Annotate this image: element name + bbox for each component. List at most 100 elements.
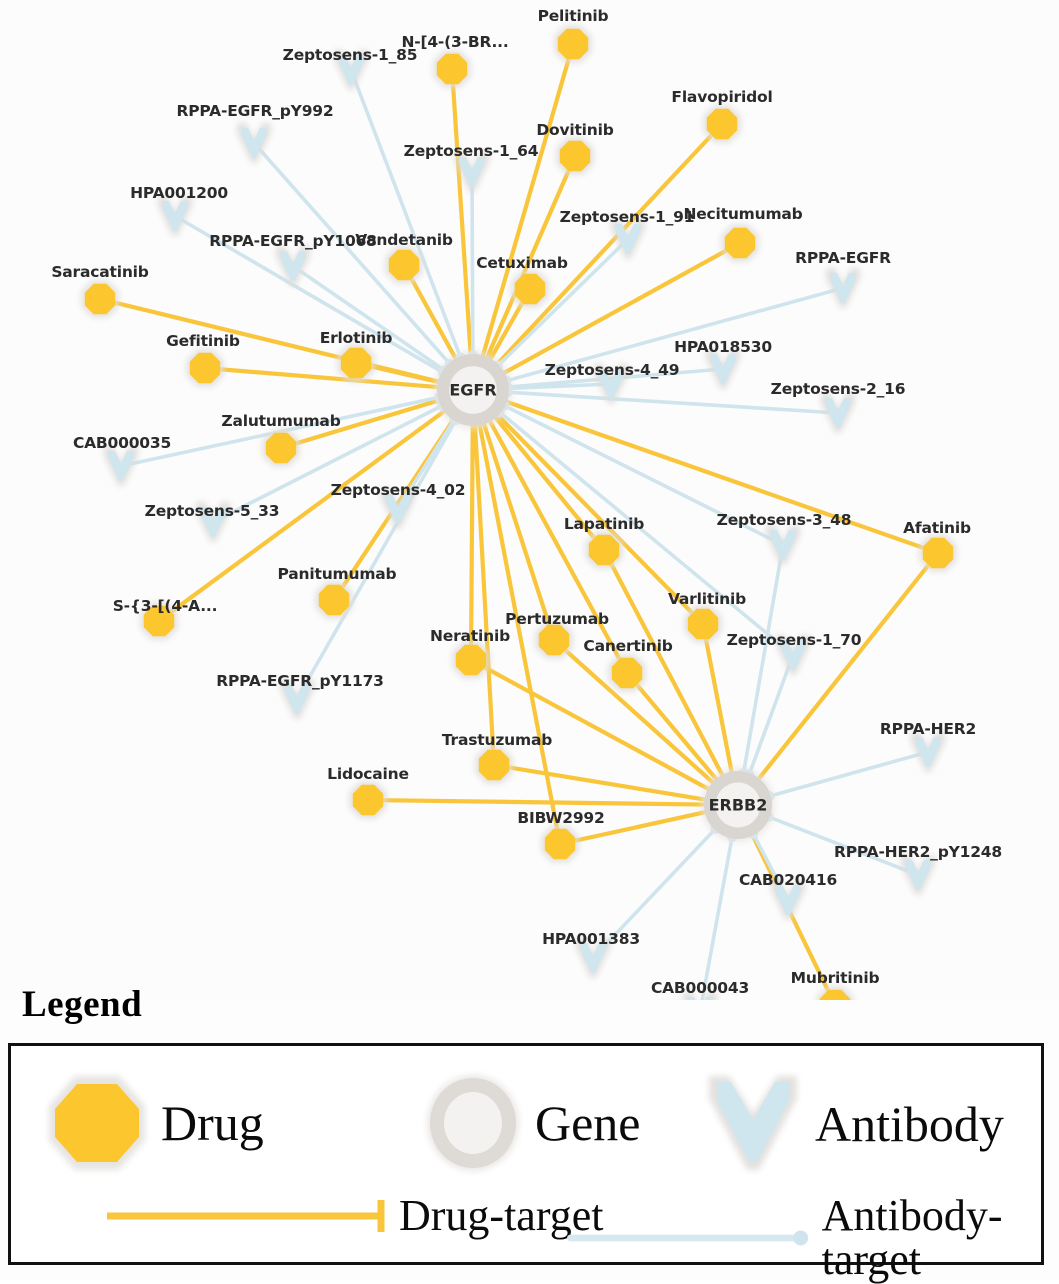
drug-node[interactable] xyxy=(919,534,957,572)
antibody-node[interactable] xyxy=(381,489,415,529)
antibody-target-edge[interactable] xyxy=(173,214,446,375)
antibody-node[interactable] xyxy=(821,393,855,433)
drug-node[interactable] xyxy=(433,50,471,88)
drug-node[interactable] xyxy=(81,280,119,318)
antibody-target-edge[interactable] xyxy=(291,264,447,373)
antibody-node[interactable] xyxy=(771,880,805,920)
gene-node[interactable] xyxy=(701,768,775,842)
drug-node[interactable] xyxy=(452,641,490,679)
drug-node[interactable] xyxy=(337,344,375,382)
drug-node[interactable] xyxy=(585,531,623,569)
drug-target-edge[interactable] xyxy=(502,399,941,556)
antibody-node[interactable] xyxy=(455,152,489,192)
drug-node[interactable] xyxy=(556,137,594,175)
legend-item-drug[interactable]: Drug xyxy=(43,1070,264,1176)
antibody-node[interactable] xyxy=(706,349,740,389)
drug-node[interactable] xyxy=(554,25,592,63)
gene-node[interactable] xyxy=(434,351,512,429)
drug-node[interactable] xyxy=(721,224,759,262)
drug-target-edge[interactable] xyxy=(500,240,743,376)
antibody-target-edge[interactable] xyxy=(349,68,463,361)
drug-node[interactable] xyxy=(186,349,224,387)
drug-target-edge[interactable] xyxy=(494,121,725,368)
antibody-node[interactable] xyxy=(594,364,628,404)
antibody-node[interactable] xyxy=(104,446,138,486)
antibody-node[interactable] xyxy=(334,50,368,90)
drug-node[interactable] xyxy=(535,621,573,659)
network-canvas[interactable] xyxy=(0,0,1059,1000)
antibody-target-edge[interactable] xyxy=(700,834,735,1000)
drug-node[interactable] xyxy=(262,429,300,467)
drug-target-edge[interactable] xyxy=(700,621,735,776)
antibody-target-edge[interactable] xyxy=(767,750,930,799)
antibody-node[interactable] xyxy=(280,679,314,719)
drug-octagon-icon xyxy=(588,534,620,566)
drug-target-edge[interactable] xyxy=(468,657,712,792)
antibody-target-edge[interactable] xyxy=(505,390,840,415)
antibody-node[interactable] xyxy=(196,502,230,542)
legend-item-gene[interactable]: Gene xyxy=(421,1070,641,1176)
drug-target-edge[interactable] xyxy=(468,421,475,663)
drug-target-edge[interactable] xyxy=(156,408,448,624)
legend-item-antibody[interactable]: Antibody xyxy=(701,1070,1004,1178)
antibody-target-edge[interactable] xyxy=(497,409,795,657)
drug-target-edge[interactable] xyxy=(551,637,717,786)
antibody-chevron-icon xyxy=(580,943,606,973)
antibody-target-edge[interactable] xyxy=(591,826,718,960)
antibody-node[interactable] xyxy=(826,268,860,308)
drug-node[interactable] xyxy=(816,986,854,1001)
drug-target-edge[interactable] xyxy=(472,421,497,768)
drug-target-edge-icon xyxy=(107,1200,385,1232)
antibody-node[interactable] xyxy=(611,219,645,259)
drug-target-edge[interactable] xyxy=(491,762,709,802)
antibody-target-edge[interactable] xyxy=(503,286,845,383)
drug-node[interactable] xyxy=(684,605,722,643)
antibody-node[interactable] xyxy=(911,732,945,772)
drug-target-edge[interactable] xyxy=(480,41,576,360)
antibody-node[interactable] xyxy=(766,525,800,565)
antibody-node[interactable] xyxy=(776,635,810,675)
drug-target-edge[interactable] xyxy=(557,809,709,847)
drug-node[interactable] xyxy=(140,602,178,640)
legend-item-antibody-target[interactable]: Antibody-target xyxy=(567,1194,1054,1282)
antibody-node[interactable] xyxy=(237,123,271,163)
drug-target-edge[interactable] xyxy=(449,66,473,359)
antibody-target-edge[interactable] xyxy=(505,382,613,391)
drug-target-edge[interactable] xyxy=(484,153,578,361)
drug-node[interactable] xyxy=(703,105,741,143)
antibody-node[interactable] xyxy=(576,938,610,978)
antibody-node[interactable] xyxy=(276,246,310,286)
drug-node[interactable] xyxy=(541,825,579,863)
drug-target-edge[interactable] xyxy=(202,365,442,390)
drug-target-edge[interactable] xyxy=(624,670,720,783)
antibody-target-edge[interactable] xyxy=(252,141,453,367)
antibody-target-edge[interactable] xyxy=(211,403,445,524)
drug-target-edge[interactable] xyxy=(278,397,443,451)
drug-target-edge[interactable] xyxy=(477,421,563,847)
drug-target-edge[interactable] xyxy=(492,414,607,553)
drug-target-edge[interactable] xyxy=(601,547,726,779)
antibody-target-edge[interactable] xyxy=(470,170,475,358)
antibody-target-edge[interactable] xyxy=(495,237,630,369)
drug-node[interactable] xyxy=(349,781,387,819)
drug-target-edge[interactable] xyxy=(494,412,706,627)
drug-target-edge[interactable] xyxy=(749,831,835,1000)
antibody-node[interactable] xyxy=(158,196,192,236)
drug-node[interactable] xyxy=(385,246,423,284)
drug-target-edge[interactable] xyxy=(481,420,557,643)
antibody-target-edge[interactable] xyxy=(501,403,785,547)
antibody-target-edge[interactable] xyxy=(295,417,458,701)
drug-node[interactable] xyxy=(475,746,513,784)
legend-item-drug-target[interactable]: Drug-target xyxy=(103,1194,603,1238)
antibody-node[interactable] xyxy=(901,855,935,895)
antibody-node[interactable] xyxy=(683,992,717,1000)
drug-target-edge[interactable] xyxy=(755,550,941,783)
drug-target-edge[interactable] xyxy=(487,417,630,676)
drug-target-edge[interactable] xyxy=(365,797,709,807)
antibody-target-edge[interactable] xyxy=(741,543,785,776)
antibody-target-edge[interactable] xyxy=(747,653,795,777)
drug-node[interactable] xyxy=(608,654,646,692)
antibody-target-edge[interactable] xyxy=(766,814,920,877)
drug-node[interactable] xyxy=(511,270,549,308)
drug-node[interactable] xyxy=(315,581,353,619)
